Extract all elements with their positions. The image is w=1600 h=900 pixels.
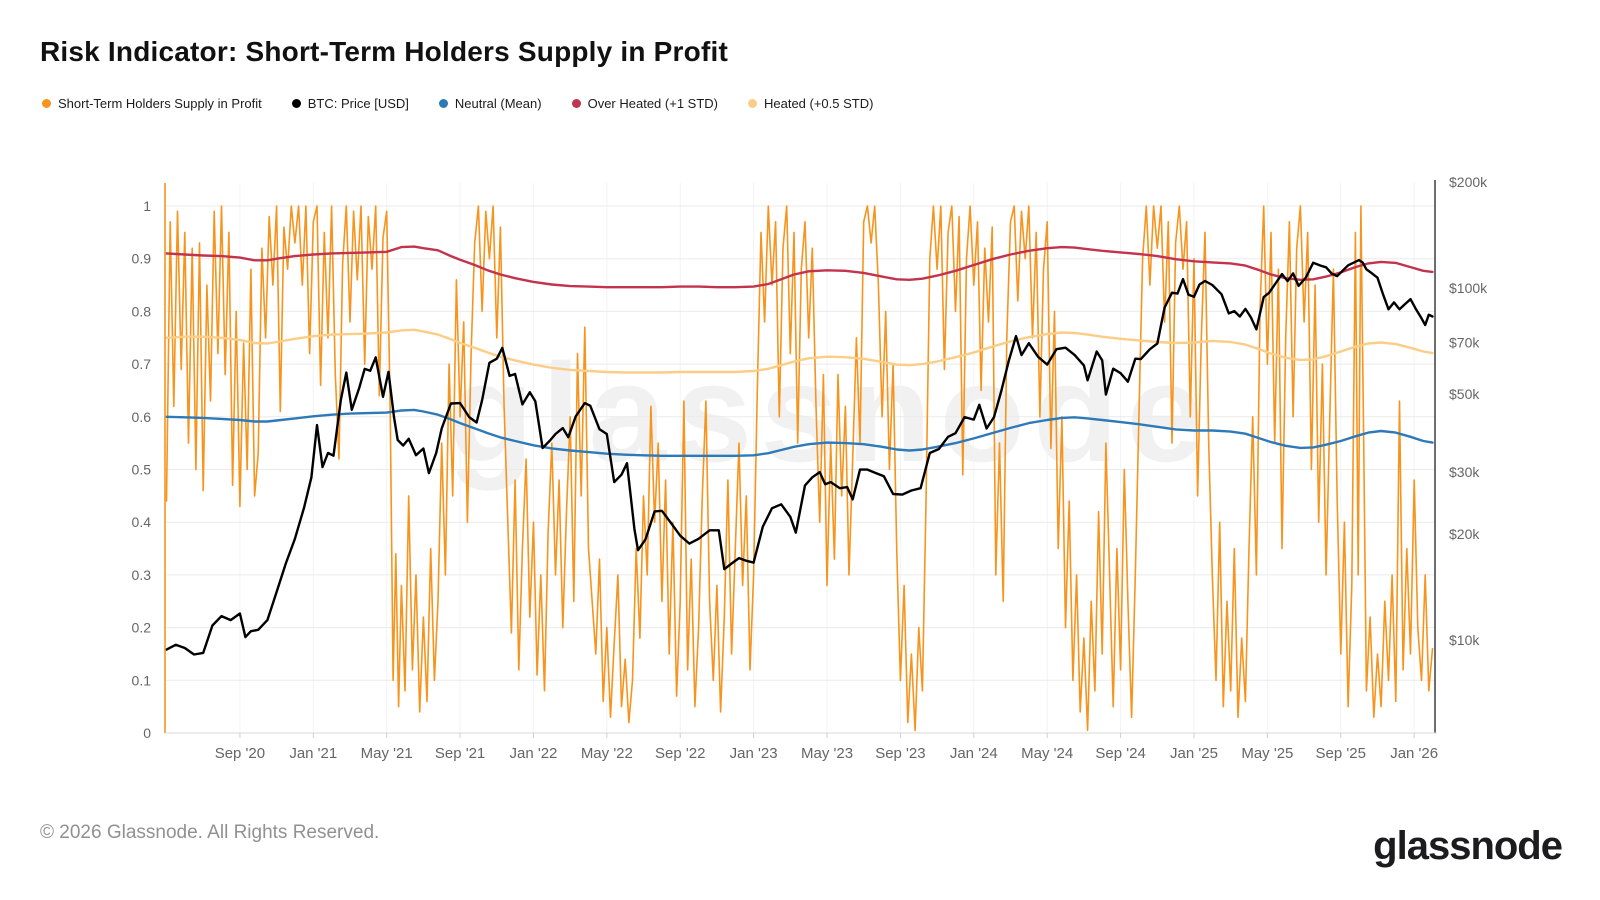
x-tick-label: Sep '22 [655, 745, 705, 762]
page-title: Risk Indicator: Short-Term Holders Suppl… [40, 36, 728, 67]
x-tick-label: Sep '24 [1095, 745, 1145, 762]
x-tick-label: Jan '26 [1390, 745, 1438, 762]
y-right-tick-label: $20k [1449, 526, 1480, 542]
x-tick-label: Jan '24 [950, 745, 998, 762]
series-line-2 [165, 245, 1434, 289]
legend-item-3[interactable]: Over Heated (+1 STD) [571, 96, 718, 111]
y-right-tick-label: $100k [1449, 280, 1488, 296]
y-left-tick-label: 0.9 [132, 251, 152, 267]
x-tick-label: May '22 [581, 745, 633, 762]
legend-item-label: Short-Term Holders Supply in Profit [58, 96, 262, 111]
y-left-tick-label: 0.4 [132, 514, 152, 530]
chart-svg: Sep '20 Jan '21 May '21 Sep '21 Jan '22 May '… [132, 174, 1489, 762]
legend-item-label: BTC: Price [USD] [307, 96, 409, 111]
x-tick-label: May '23 [801, 745, 853, 762]
series-line-1 [165, 328, 1434, 374]
x-tick-label: Jan '21 [289, 745, 337, 762]
y-left-tick-label: 1 [143, 198, 151, 214]
y-left-tick-label: 0.8 [132, 303, 152, 319]
copyright-text: © 2026 Glassnode. All Rights Reserved. [40, 822, 380, 843]
y-right-tick-label: $50k [1449, 386, 1480, 402]
legend-item-2[interactable]: Neutral (Mean) [438, 96, 542, 111]
x-tick-label: May '24 [1021, 745, 1073, 762]
x-tick-label: Sep '23 [875, 745, 925, 762]
x-tick-label: Sep '21 [435, 745, 485, 762]
y-left-tick-label: 0.7 [132, 356, 152, 372]
legend: Short-Term Holders Supply in Profit BTC: … [42, 96, 873, 111]
legend-dot-icon [42, 99, 51, 108]
x-tick-label: Sep '20 [215, 745, 265, 762]
y-right-tick-label: $200k [1449, 174, 1488, 190]
legend-dot-icon [291, 99, 301, 108]
legend-dot-icon [747, 99, 757, 108]
legend-item-1[interactable]: BTC: Price [USD] [291, 96, 409, 111]
y-right-tick-label: $30k [1449, 464, 1480, 480]
x-tick-label: Jan '25 [1170, 745, 1218, 762]
legend-item-4[interactable]: Heated (+0.5 STD) [747, 96, 874, 111]
glassnode-logo: glassnode [1373, 824, 1563, 868]
y-left-tick-label: 0.2 [132, 620, 152, 636]
legend-item-label: Over Heated (+1 STD) [587, 96, 718, 111]
y-left-tick-label: 0 [143, 725, 151, 741]
series-line-3 [165, 408, 1434, 457]
x-tick-label: May '25 [1241, 745, 1293, 762]
legend-dot-icon [571, 99, 581, 108]
x-tick-label: Jan '23 [730, 745, 778, 762]
legend-item-0[interactable]: Short-Term Holders Supply in Profit [42, 96, 262, 111]
x-tick-label: May '21 [361, 745, 413, 762]
legend-dot-icon [438, 99, 448, 108]
y-left-tick-label: 0.6 [132, 409, 152, 425]
y-left-tick-label: 0.5 [132, 462, 152, 478]
x-tick-label: Jan '22 [510, 745, 558, 762]
y-right-tick-label: $70k [1449, 335, 1480, 351]
series-line-4 [165, 258, 1434, 656]
plot-area[interactable] [165, 183, 1435, 733]
y-left-tick-label: 0.3 [132, 567, 152, 583]
y-left-tick-label: 0.1 [132, 672, 152, 688]
chart: Sep '20 Jan '21 May '21 Sep '21 Jan '22 May '… [132, 174, 1489, 762]
legend-item-label: Heated (+0.5 STD) [763, 96, 874, 111]
y-right-tick-label: $10k [1449, 632, 1480, 648]
x-tick-label: Sep '25 [1316, 745, 1366, 762]
legend-item-label: Neutral (Mean) [454, 96, 542, 111]
